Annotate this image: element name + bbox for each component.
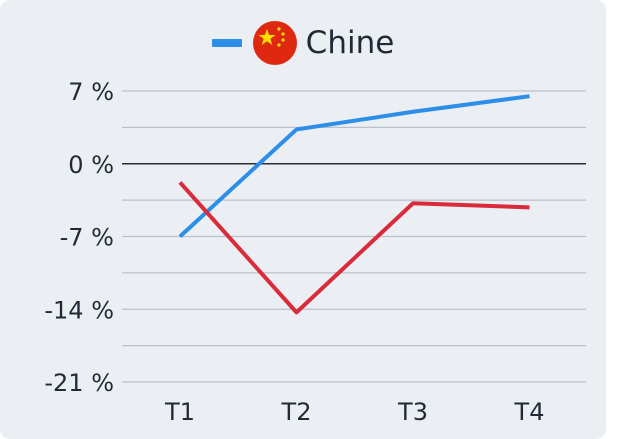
- gridlines: [122, 90, 586, 383]
- legend: Chine: [0, 18, 606, 68]
- y-tick-label: 0 %: [68, 151, 114, 179]
- china-flag-icon: [252, 21, 297, 65]
- x-tick-label: T1: [164, 398, 195, 426]
- y-tick-label: 7 %: [68, 78, 114, 106]
- y-tick-label: -7 %: [60, 224, 114, 252]
- series-line-1: [178, 94, 530, 238]
- series-line-2: [178, 181, 530, 315]
- x-tick-label: T3: [397, 398, 428, 426]
- series-lines: [178, 94, 530, 315]
- legend-swatch-chine: [211, 39, 242, 47]
- line-chart-plot: 7 % 0 % -7 % -14 % -21 % T1 T2 T3 T4: [44, 78, 586, 426]
- y-axis-ticks: 7 % 0 % -7 % -14 % -21 %: [44, 78, 114, 397]
- x-axis-ticks: T1 T2 T3 T4: [164, 398, 544, 426]
- chart-card: Chine 7 % 0 % -7 % -14 % -21 % T1 T2 T3 T4: [0, 0, 606, 439]
- x-tick-label: T4: [514, 398, 545, 426]
- legend-label-chine: Chine: [305, 25, 395, 61]
- x-tick-label: T2: [281, 398, 312, 426]
- y-tick-label: -14 %: [44, 296, 114, 324]
- y-tick-label: -21 %: [44, 369, 114, 397]
